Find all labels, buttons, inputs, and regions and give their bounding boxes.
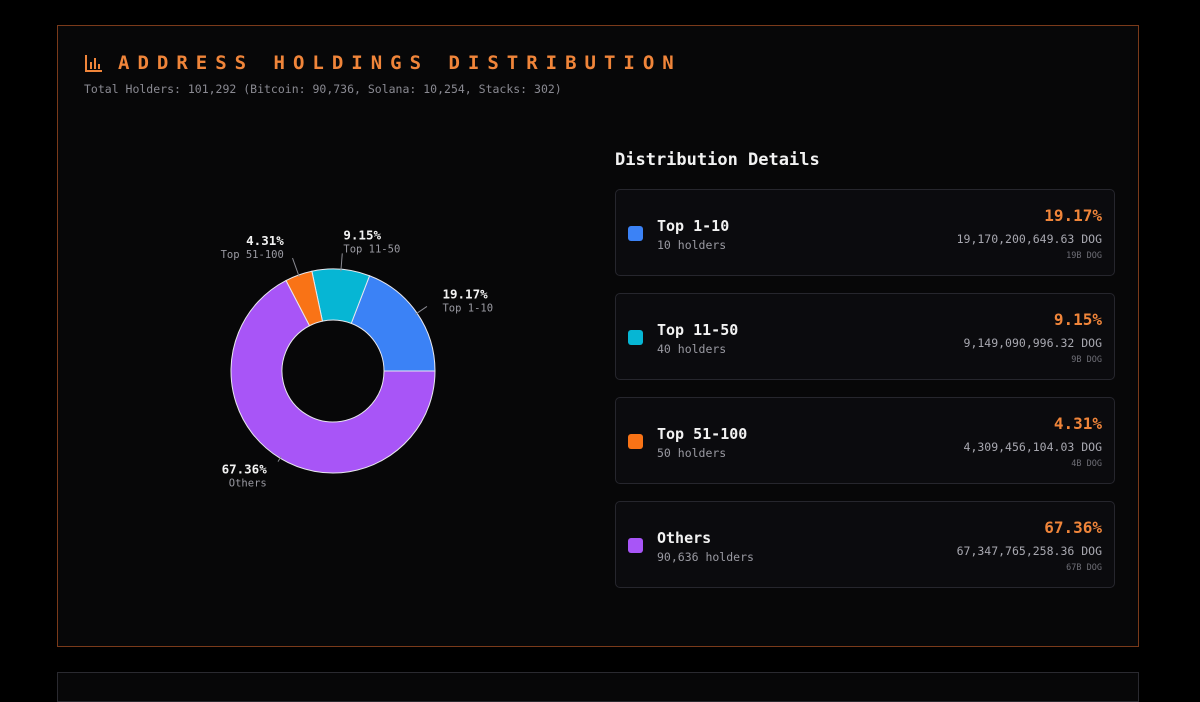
leader-line-others [277,456,282,462]
group-amount-short: 67B DOG [1066,563,1102,573]
group-name: Others [657,529,712,547]
color-swatch [628,330,643,345]
donut-chart-svg: 19.17%Top 1-10 9.15%Top 11-50 4.31%Top 51-… [221,227,493,490]
slice-label-others: 67.36% [222,462,268,477]
detail-card-top-1-10: Top 1-10 10 holders 19.17% 19,170,200,64… [615,189,1115,276]
detail-card-top-11-50: Top 11-50 40 holders 9.15% 9,149,090,996… [615,293,1115,380]
slice-category-top-1-10: Top 1-10 [442,302,493,314]
leader-line-top-51-100 [292,257,300,278]
distribution-panel: ADDRESS HOLDINGS DISTRIBUTION Total Hold… [57,25,1139,647]
group-percent: 67.36% [1044,518,1102,537]
group-name: Top 51-100 [657,425,748,443]
slice-others[interactable] [230,279,436,474]
bar-chart-icon [85,55,102,72]
group-amount: 9,149,090,996.32 DOG [963,336,1102,350]
slice-label-top-1-10: 19.17% [442,286,488,301]
group-amount: 19,170,200,649.63 DOG [956,232,1102,246]
slice-label-top-11-50: 9.15% [343,227,381,242]
title-row: ADDRESS HOLDINGS DISTRIBUTION [84,52,682,74]
holder-count: 90,636 holders [657,550,754,564]
detail-card-others: Others 90,636 holders 67.36% 67,347,765,… [615,501,1115,588]
group-percent: 19.17% [1044,206,1102,225]
leader-line-top-11-50 [340,253,343,272]
slice-category-others: Others [229,478,267,490]
group-name: Top 1-10 [657,217,730,235]
color-swatch [628,226,643,241]
details-title: Distribution Details [615,150,820,170]
page-title: ADDRESS HOLDINGS DISTRIBUTION [118,52,682,74]
color-swatch [628,538,643,553]
total-holders-summary: Total Holders: 101,292 (Bitcoin: 90,736,… [84,82,562,96]
group-amount: 4,309,456,104.03 DOG [963,440,1102,454]
leader-line-top-1-10 [415,306,428,315]
slice-category-top-11-50: Top 11-50 [343,243,400,255]
group-amount-short: 9B DOG [1071,355,1102,365]
slice-label-top-51-100: 4.31% [246,233,284,248]
detail-card-top-51-100: Top 51-100 50 holders 4.31% 4,309,456,10… [615,397,1115,484]
group-amount-short: 4B DOG [1071,459,1102,469]
color-swatch [628,434,643,449]
slice-category-top-51-100: Top 51-100 [221,249,284,261]
panel-header: ADDRESS HOLDINGS DISTRIBUTION Total Hold… [84,52,682,96]
holder-count: 10 holders [657,238,727,252]
group-percent: 9.15% [1053,310,1102,329]
group-percent: 4.31% [1053,414,1102,433]
group-amount: 67,347,765,258.36 DOG [956,544,1102,558]
next-panel-edge [57,672,1139,702]
holder-count: 50 holders [657,446,727,460]
donut-chart: 19.17% Top 1-10 9.15% Top 11-50 4.31% Top 51-… [198,226,518,526]
distribution-details: Distribution Details Top 1-10 10 holders… [615,150,1115,605]
group-amount-short: 19B DOG [1066,251,1102,261]
holder-count: 40 holders [657,342,727,356]
group-name: Top 11-50 [657,321,739,339]
